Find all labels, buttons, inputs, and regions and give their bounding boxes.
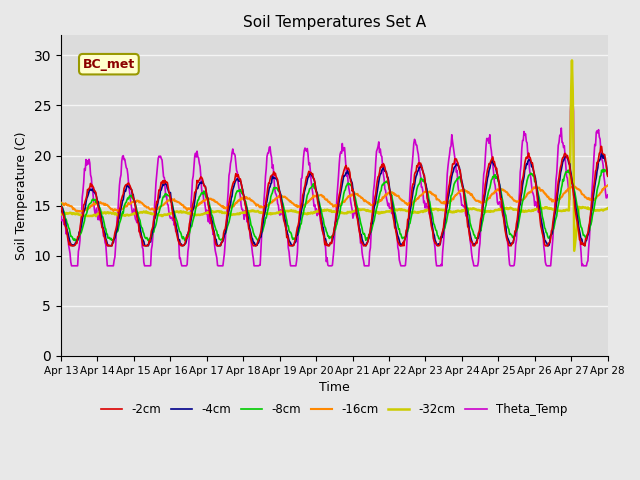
Legend: -2cm, -4cm, -8cm, -16cm, -32cm, Theta_Temp: -2cm, -4cm, -8cm, -16cm, -32cm, Theta_Te… <box>97 398 572 420</box>
Y-axis label: Soil Temperature (C): Soil Temperature (C) <box>15 132 28 260</box>
Title: Soil Temperatures Set A: Soil Temperatures Set A <box>243 15 426 30</box>
X-axis label: Time: Time <box>319 381 349 394</box>
Text: BC_met: BC_met <box>83 58 135 71</box>
